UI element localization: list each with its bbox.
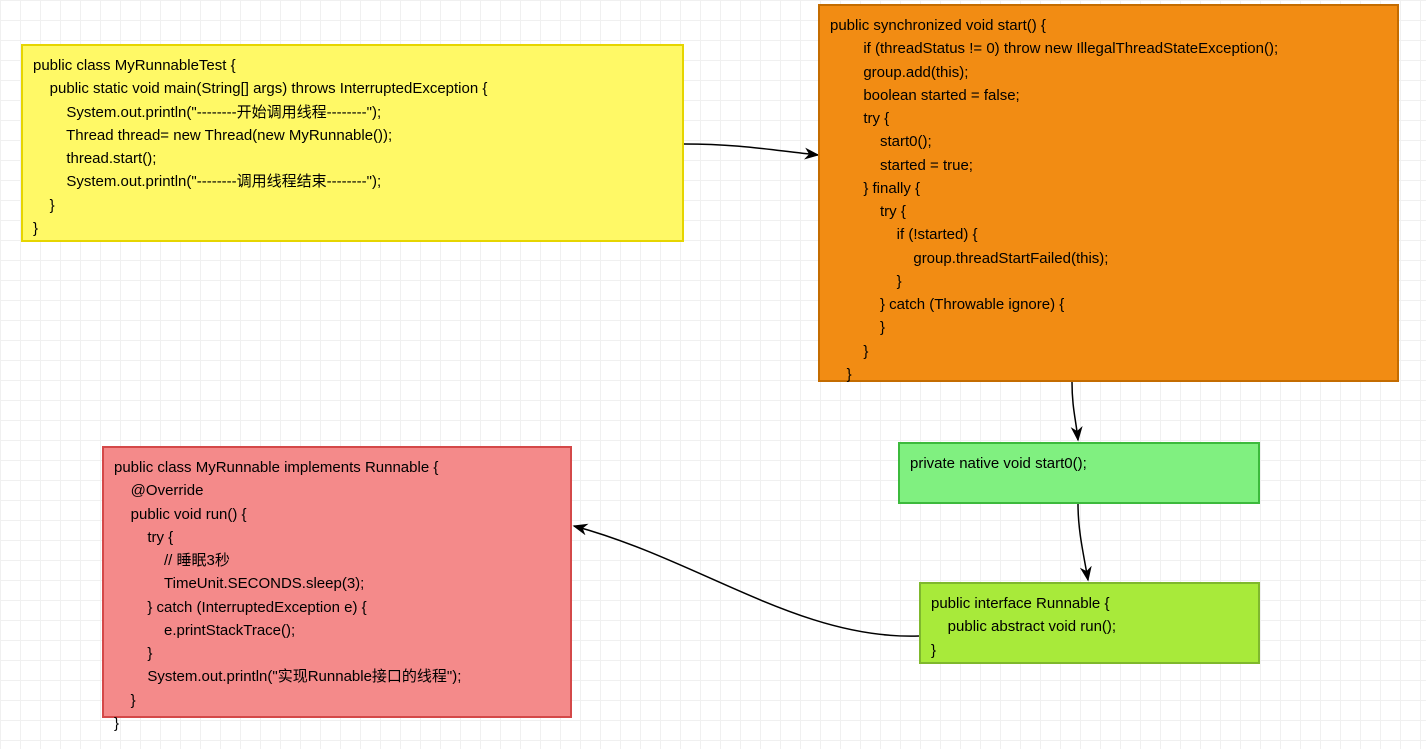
node-start-method: public synchronized void start() { if (t… (818, 4, 1399, 382)
node-my-runnable: public class MyRunnable implements Runna… (102, 446, 572, 718)
node-start0-native: private native void start0(); (898, 442, 1260, 504)
node-test-class: public class MyRunnableTest { public sta… (21, 44, 684, 242)
edge-start0-to-runnable (1078, 504, 1088, 580)
node-runnable-iface: public interface Runnable { public abstr… (919, 582, 1260, 664)
edge-testClass-to-startMethod (684, 144, 818, 155)
edge-startMethod-to-start0 (1072, 382, 1078, 440)
edge-runnable-to-myRunnable (574, 526, 919, 636)
